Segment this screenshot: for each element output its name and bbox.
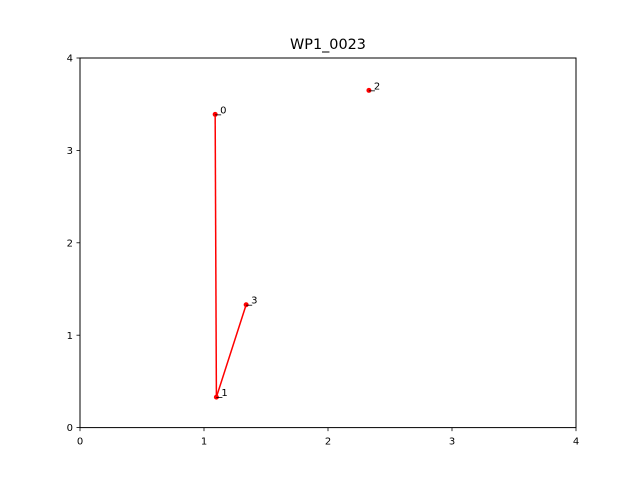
y-tick-label: 2 — [67, 238, 73, 249]
y-tick-label: 3 — [67, 146, 73, 157]
y-tick-label: 4 — [67, 54, 73, 65]
point-label-1: 1 — [221, 388, 227, 399]
line-layer — [214, 113, 248, 399]
x-tick-label: 1 — [201, 437, 207, 448]
y-tick-label: 0 — [67, 423, 73, 434]
x-tick-label: 2 — [325, 437, 331, 448]
x-tick-label: 0 — [77, 437, 83, 448]
label-layer: 0 1 2 3 — [215, 81, 380, 399]
chart-title: WP1_0023 — [290, 37, 366, 53]
path-segment-1-3 — [215, 303, 248, 399]
data-point-1 — [213, 394, 219, 400]
data-point-0 — [212, 111, 218, 117]
y-tick-label: 1 — [67, 331, 73, 342]
x-tick-label: 4 — [573, 437, 579, 448]
point-layer — [212, 87, 372, 400]
point-label-2: 2 — [374, 81, 380, 92]
data-point-3 — [243, 302, 249, 308]
point-label-0: 0 — [220, 105, 226, 116]
plot-frame — [79, 57, 577, 429]
tick-layer: 0 1 2 3 4 0 1 2 3 4 — [67, 54, 580, 448]
x-tick-label: 3 — [449, 437, 455, 448]
point-label-3: 3 — [251, 296, 257, 307]
data-point-2 — [366, 87, 372, 93]
path-segment-0-1 — [214, 113, 218, 398]
